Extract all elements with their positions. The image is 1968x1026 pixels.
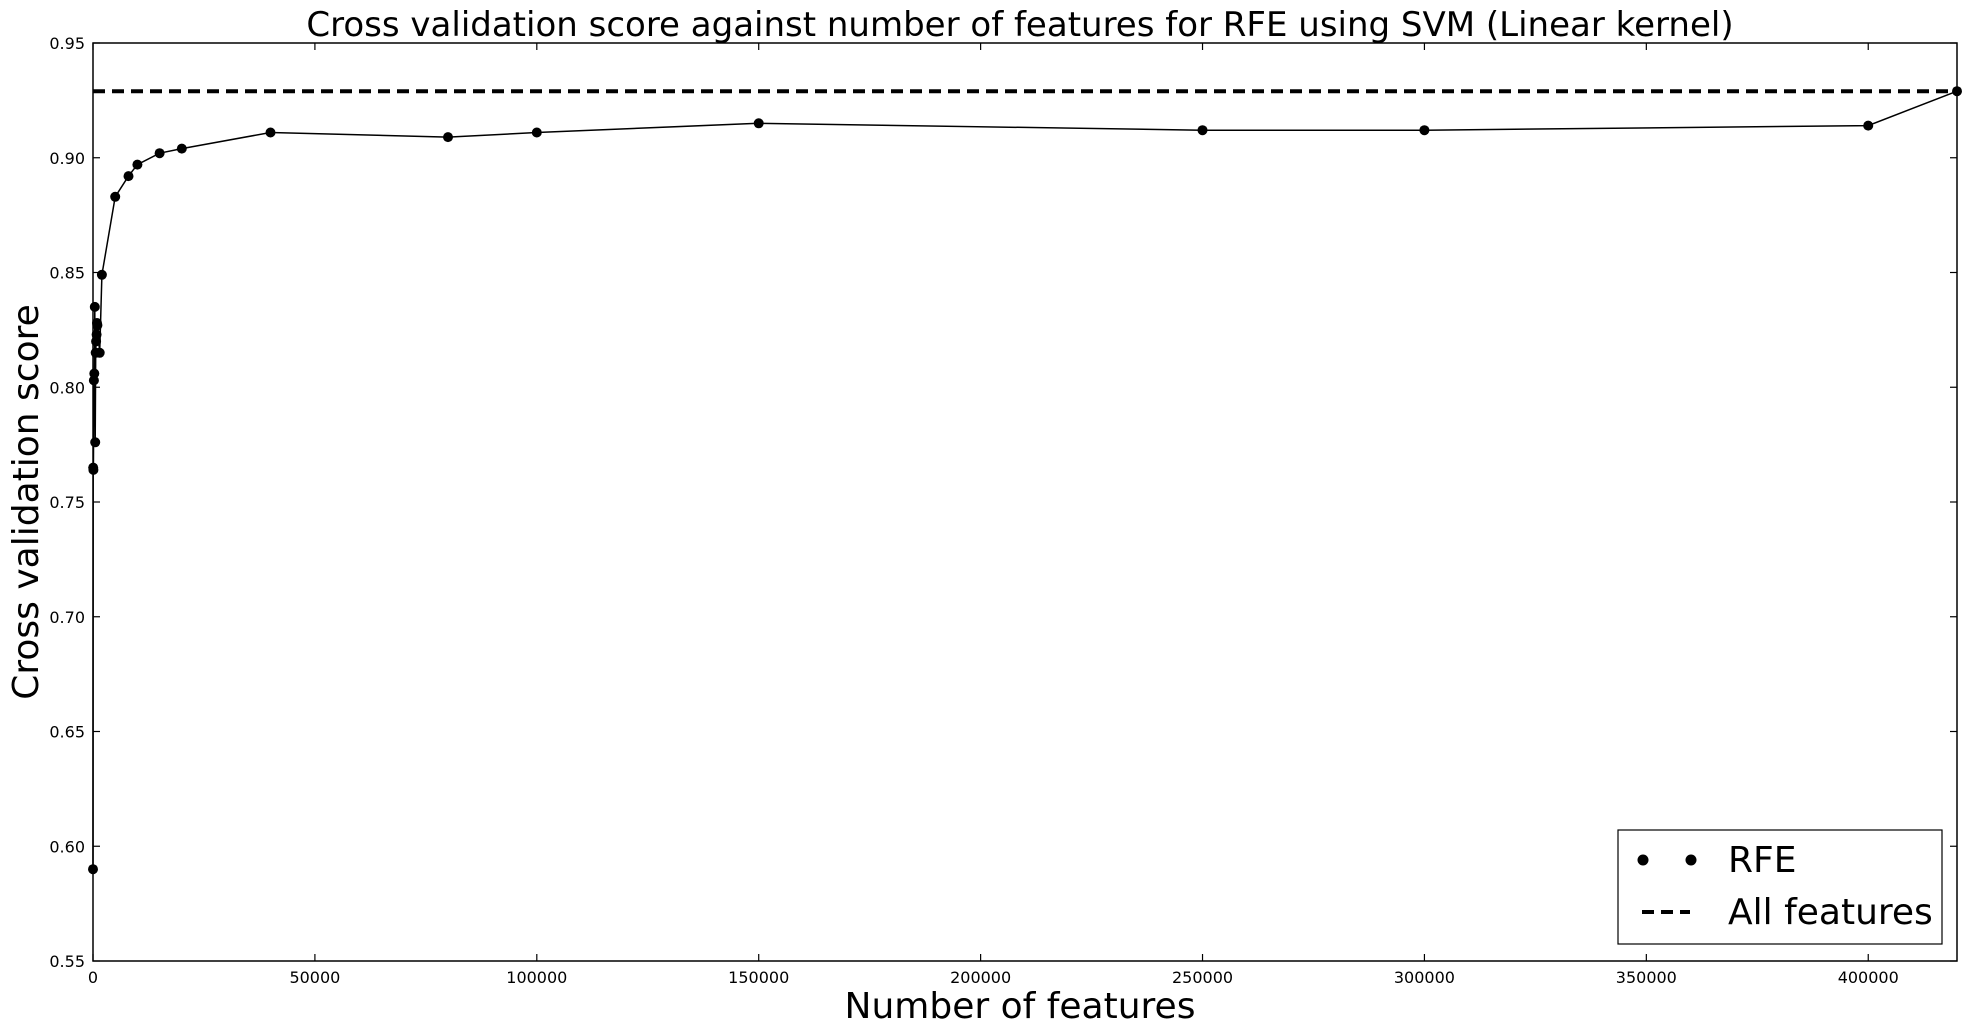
data-point xyxy=(1419,125,1430,136)
plot-area xyxy=(88,86,1962,875)
data-point xyxy=(132,159,143,170)
x-tick-label: 200000 xyxy=(950,968,1011,987)
y-tick-label: 0.60 xyxy=(49,837,85,856)
data-point xyxy=(176,143,187,154)
data-point xyxy=(1197,125,1208,136)
y-tick-label: 0.65 xyxy=(49,723,85,742)
y-axis-label: Cross validation score xyxy=(6,304,47,700)
x-axis-label: Number of features xyxy=(845,986,1196,1026)
y-tick-label: 0.80 xyxy=(49,378,85,397)
y-tick-label: 0.75 xyxy=(49,493,85,512)
y-tick-label: 0.95 xyxy=(49,34,85,53)
y-tick-label: 0.70 xyxy=(49,608,85,627)
legend-swatch-rfe-marker xyxy=(1685,854,1697,866)
legend-swatch-rfe-marker xyxy=(1637,854,1649,866)
data-point xyxy=(92,320,103,331)
x-tick-label: 400000 xyxy=(1838,968,1899,987)
x-tick-label: 350000 xyxy=(1616,968,1677,987)
x-tick-label: 300000 xyxy=(1394,968,1455,987)
series-line-rfe xyxy=(92,90,1958,870)
data-point xyxy=(91,329,102,340)
y-tick-label: 0.90 xyxy=(49,149,85,168)
axes: 0 50000 100000 150000 200000 250000 300000 3500… xyxy=(49,34,1958,987)
legend-label: RFE xyxy=(1728,840,1796,881)
x-tick-label: 50000 xyxy=(289,968,340,987)
data-point xyxy=(154,148,165,159)
legend: RFE All features xyxy=(1617,829,1943,945)
data-point xyxy=(265,127,276,138)
y-tick-label: 0.85 xyxy=(49,264,85,283)
legend-label: All features xyxy=(1728,892,1933,933)
data-point xyxy=(89,368,100,379)
x-tick-label: 250000 xyxy=(1172,968,1233,987)
data-point xyxy=(1863,120,1874,131)
data-point xyxy=(753,118,764,129)
x-tick-label: 150000 xyxy=(728,968,789,987)
data-point xyxy=(443,132,453,143)
data-point xyxy=(531,127,542,138)
data-point xyxy=(110,191,121,202)
y-tick-label: 0.55 xyxy=(49,952,85,971)
data-point xyxy=(90,437,101,448)
data-point xyxy=(89,301,100,312)
data-point xyxy=(123,171,134,182)
chart-title: Cross validation score against number of… xyxy=(306,5,1733,45)
plot-frame xyxy=(92,42,1958,962)
data-point xyxy=(94,347,105,358)
data-point xyxy=(96,269,107,280)
legend-box xyxy=(1617,829,1943,945)
x-tick-label: 100000 xyxy=(506,968,567,987)
x-tick-label: 0 xyxy=(88,968,98,987)
